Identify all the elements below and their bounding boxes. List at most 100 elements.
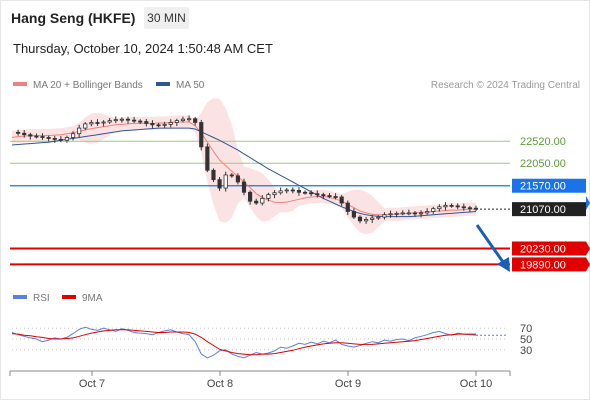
legend-9ma-label: 9MA	[82, 293, 103, 304]
candle-body	[254, 200, 259, 204]
candle-body	[425, 211, 430, 214]
support-arrow-tip	[586, 257, 590, 272]
forecast-arrow-head	[497, 257, 510, 272]
candle-body	[125, 118, 131, 121]
candle-body	[431, 208, 436, 212]
candle-body	[321, 194, 326, 197]
candle-body	[156, 124, 161, 127]
x-tick-label: Oct 7	[79, 378, 105, 390]
candle-body	[284, 189, 289, 192]
candle-body	[278, 190, 283, 194]
candle-body	[437, 206, 442, 210]
ma50-swatch	[156, 82, 170, 87]
candle-body	[199, 122, 204, 148]
candle-body	[28, 134, 33, 137]
datetime-label: Thursday, October 10, 2024 1:50:48 AM CE…	[13, 41, 273, 56]
candle-body	[370, 217, 375, 220]
candle-body	[266, 194, 271, 199]
candle-body	[260, 197, 265, 204]
candle-body	[58, 138, 63, 141]
level-label-box	[512, 257, 586, 272]
candle-body	[168, 122, 173, 125]
candle-body	[418, 212, 424, 215]
candle-body	[315, 193, 320, 196]
candle-body	[95, 122, 100, 124]
candle-body	[473, 207, 479, 210]
candle-body	[52, 138, 57, 140]
candle-body	[394, 212, 399, 215]
x-tick-label: Oct 8	[207, 378, 233, 390]
legend-ma20-label: MA 20 + Bollinger Bands	[33, 80, 143, 91]
level-label-21570.00: 21570.00	[520, 181, 566, 193]
candle-body	[339, 196, 344, 204]
rsi-tick-label: 50	[520, 334, 532, 346]
candle-body	[113, 119, 118, 122]
level-label-22050.00: 22050.00	[520, 158, 566, 170]
candle-body	[16, 131, 21, 134]
candle-body	[205, 146, 210, 171]
candle-body	[449, 204, 454, 207]
legend-9ma: 9MA	[62, 293, 103, 304]
timeframe-badge[interactable]: 30 MIN	[144, 7, 189, 29]
candle-body	[443, 204, 448, 208]
candle-body	[241, 181, 247, 193]
candle-body	[34, 135, 39, 138]
level-label-box	[512, 178, 586, 193]
legend-ma20: MA 20 + Bollinger Bands	[13, 80, 143, 91]
candle-body	[412, 212, 418, 215]
candle-body	[455, 205, 460, 208]
candle-body	[193, 118, 198, 123]
candle-body	[235, 175, 240, 183]
candle-body	[406, 212, 411, 215]
candle-body	[180, 118, 186, 122]
candle-body	[376, 216, 381, 219]
candle-body	[64, 137, 70, 141]
rsi-9ma-line	[11, 329, 476, 356]
candle-body	[272, 192, 277, 196]
candle-body	[309, 192, 314, 195]
candle-body	[302, 191, 308, 194]
rsi-tick-label: 70	[520, 323, 532, 335]
level-label-box	[512, 202, 586, 217]
candle-body	[217, 179, 222, 189]
candle-body	[327, 195, 332, 197]
header-bar: Hang Seng (HKFE) 30 MIN	[0, 0, 590, 36]
candle-body	[174, 120, 179, 123]
candle-body	[382, 214, 387, 218]
level-label-19890.00: 19890.00	[520, 259, 566, 271]
bollinger-band-area	[12, 98, 476, 235]
candle-body	[83, 123, 88, 129]
candle-body	[162, 123, 167, 126]
candle-body	[333, 196, 338, 198]
candle-body	[248, 191, 253, 202]
level-label-22520.00: 22520.00	[520, 136, 566, 148]
legend-rsi: RSI	[13, 293, 50, 304]
candle-body	[22, 132, 27, 136]
ma9-swatch	[62, 295, 76, 300]
candle-body	[101, 121, 106, 124]
instrument-title: Hang Seng (HKFE)	[11, 10, 136, 26]
candle-body	[144, 121, 149, 124]
candle-body	[132, 119, 137, 122]
ma20-swatch	[13, 82, 27, 87]
candle-body	[290, 189, 295, 192]
level-label-21070.00: 21070.00	[520, 204, 566, 216]
candle-body	[364, 219, 369, 222]
candle-body	[107, 120, 112, 123]
candle-body	[186, 118, 192, 121]
candle-body	[70, 133, 76, 138]
x-tick-label: Oct 9	[335, 378, 361, 390]
pivot-arrow-tip	[586, 196, 590, 210]
support-arrow-tip	[586, 241, 590, 256]
ma50-line	[11, 127, 477, 218]
legend-ma50-label: MA 50	[176, 80, 205, 91]
candle-body	[461, 206, 466, 209]
candle-body	[211, 169, 216, 181]
legend-rsi-label: RSI	[33, 293, 50, 304]
rsi-line	[11, 326, 477, 359]
candle-body	[388, 213, 393, 216]
forecast-arrow-shaft	[475, 224, 505, 263]
candle-body	[150, 123, 155, 126]
candle-body	[351, 211, 356, 218]
